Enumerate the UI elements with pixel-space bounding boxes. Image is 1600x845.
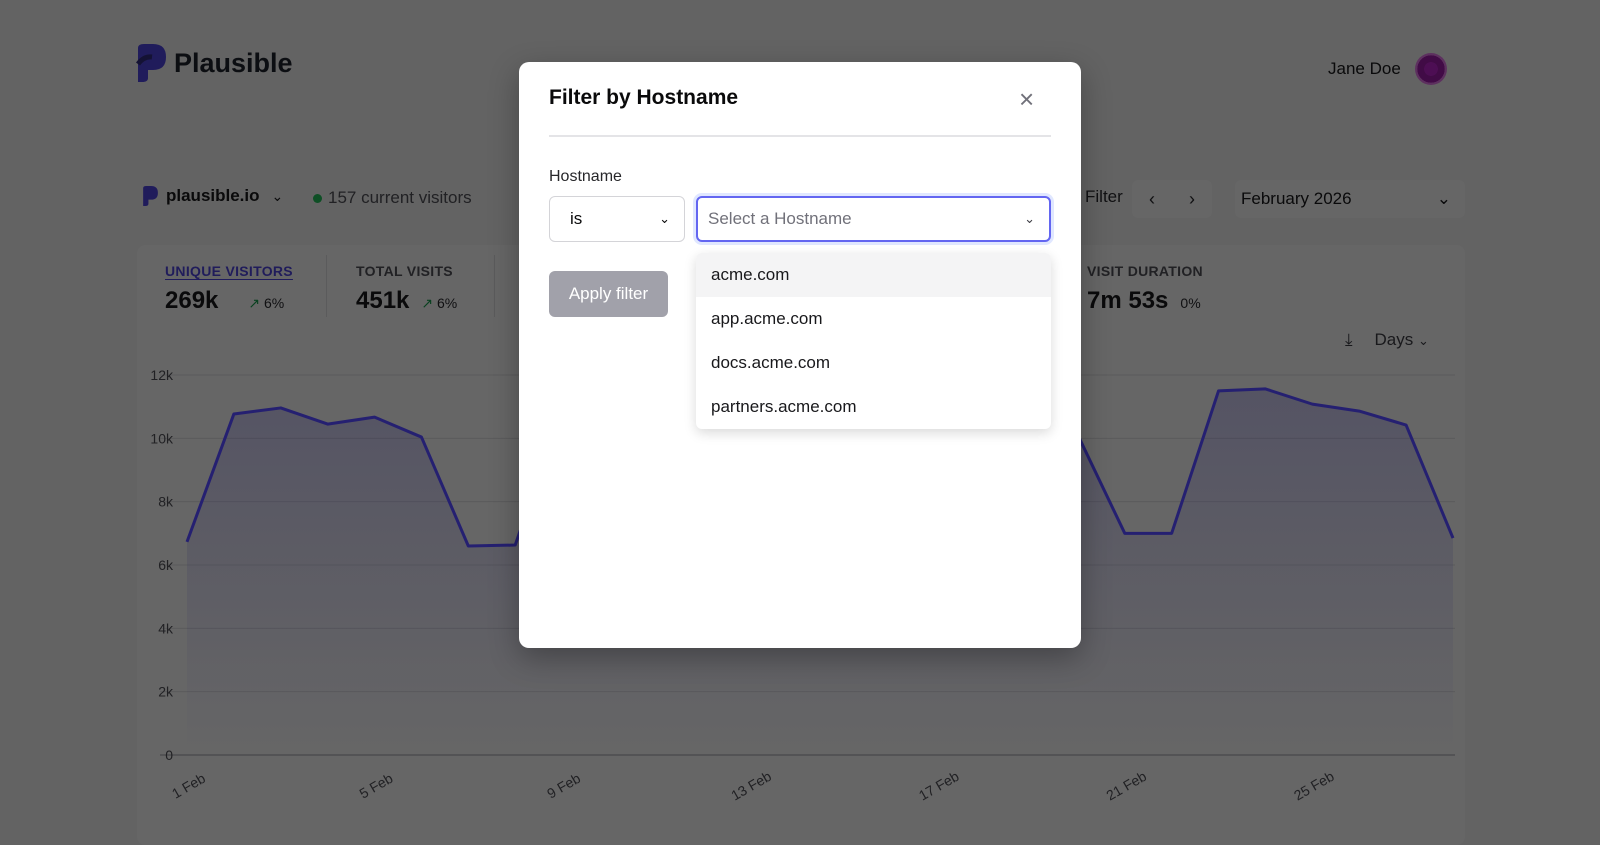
chevron-down-icon: ⌄ — [659, 211, 670, 226]
stat-change: 0% — [1180, 295, 1201, 311]
y-tick-label: 0 — [165, 747, 173, 763]
current-visitors[interactable]: 157 current visitors — [313, 188, 472, 208]
stat-unique-visitors[interactable]: UNIQUE VISITORS 269k ↗ 6% — [165, 263, 293, 315]
current-visitors-text: 157 current visitors — [328, 188, 472, 207]
close-icon[interactable]: × — [1019, 84, 1035, 114]
period-label: February 2026 — [1241, 189, 1352, 208]
y-tick-label: 2k — [158, 684, 174, 700]
divider — [494, 255, 495, 317]
chart-controls: ⤓ Days ⌄ — [1345, 330, 1429, 350]
y-tick-label: 8k — [158, 494, 174, 510]
y-tick-label: 6k — [158, 557, 174, 573]
hostname-placeholder: Select a Hostname — [708, 209, 852, 228]
site-switcher[interactable]: plausible.io ⌄ — [142, 186, 283, 206]
x-tick-label: 13 Feb — [728, 768, 774, 804]
logo-text: Plausible — [174, 47, 293, 78]
stat-label: UNIQUE VISITORS — [165, 263, 293, 279]
chevron-down-icon: ⌄ — [1417, 333, 1429, 348]
live-dot-icon — [313, 193, 322, 203]
stat-change: 6% — [264, 295, 285, 311]
plausible-logo-icon — [136, 44, 166, 82]
user-menu[interactable]: Jane Doe — [1328, 53, 1447, 85]
dropdown-option[interactable]: partners.acme.com — [711, 397, 857, 416]
interval-label: Days — [1374, 330, 1414, 349]
divider — [549, 135, 1051, 137]
dropdown-option[interactable]: acme.com — [696, 253, 1051, 297]
y-tick-label: 4k — [158, 620, 174, 636]
x-tick-label: 21 Feb — [1103, 768, 1149, 804]
operator-select[interactable]: is ⌄ — [549, 196, 685, 242]
download-icon[interactable]: ⤓ — [1345, 330, 1353, 349]
y-tick-label: 10k — [150, 430, 174, 446]
hostname-dropdown: acme.com app.acme.com docs.acme.com part… — [696, 253, 1051, 429]
x-tick-label: 25 Feb — [1291, 768, 1337, 804]
stat-value: 7m 53s — [1087, 287, 1169, 314]
dropdown-option[interactable]: app.acme.com — [711, 309, 823, 328]
plausible-logo[interactable]: Plausible — [136, 44, 293, 82]
divider — [326, 255, 327, 317]
chevron-down-icon: ⌄ — [1024, 211, 1035, 226]
x-tick-label: 17 Feb — [916, 768, 962, 804]
stat-label: VISIT DURATION — [1087, 263, 1203, 279]
period-picker[interactable]: February 2026 ⌄ — [1235, 180, 1465, 218]
chevron-down-icon: ⌄ — [271, 187, 284, 204]
site-favicon-icon — [143, 186, 158, 206]
avatar — [1414, 53, 1447, 85]
arrow-up-right-icon: ↗ — [421, 295, 434, 311]
stat-visit-duration[interactable]: VISIT DURATION 7m 53s 0% — [1087, 263, 1203, 315]
filter-modal: Filter by Hostname × Hostname is ⌄ Selec… — [519, 62, 1081, 648]
stat-value: 451k — [356, 287, 410, 314]
stat-total-visits[interactable]: TOTAL VISITS 451k ↗ 6% — [356, 263, 457, 315]
y-tick-label: 12k — [150, 367, 174, 383]
x-tick-label: 9 Feb — [544, 770, 583, 802]
field-label: Hostname — [549, 168, 622, 185]
modal-title: Filter by Hostname — [549, 86, 739, 109]
stat-value: 269k — [165, 287, 219, 314]
operator-value: is — [570, 209, 583, 228]
apply-filter-button[interactable]: Apply filter — [549, 271, 668, 317]
period-arrows: ‹ › — [1132, 180, 1212, 218]
site-domain: plausible.io — [166, 186, 260, 205]
chevron-right-icon[interactable]: › — [1189, 188, 1195, 209]
filter-button[interactable]: Filter — [1085, 187, 1123, 206]
user-name: Jane Doe — [1328, 59, 1401, 78]
x-tick-label: 1 Feb — [169, 770, 208, 802]
stat-change: 6% — [437, 295, 458, 311]
x-tick-label: 5 Feb — [357, 770, 396, 802]
stat-label: TOTAL VISITS — [356, 263, 453, 279]
arrow-up-right-icon: ↗ — [248, 295, 261, 311]
chevron-down-icon: ⌄ — [1436, 189, 1451, 208]
interval-picker[interactable]: Days ⌄ — [1375, 330, 1429, 350]
hostname-select[interactable]: Select a Hostname ⌄ — [696, 196, 1051, 242]
chevron-left-icon[interactable]: ‹ — [1149, 188, 1155, 209]
dropdown-option[interactable]: docs.acme.com — [711, 353, 831, 372]
